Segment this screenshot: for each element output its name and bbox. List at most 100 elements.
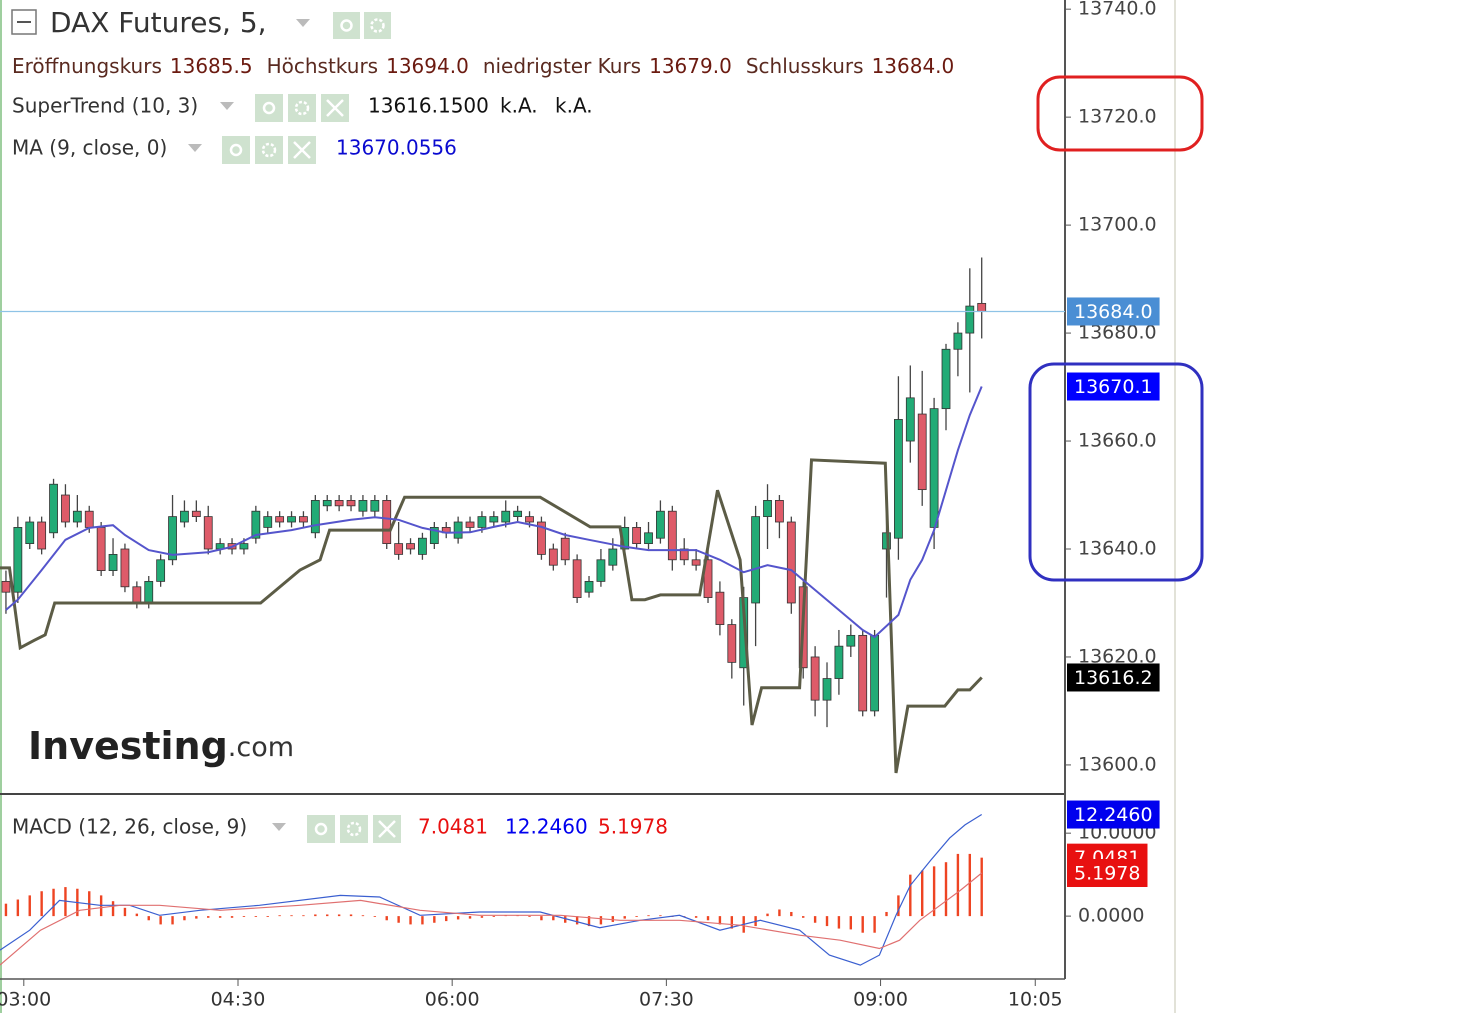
chart-title: DAX Futures, 5, bbox=[50, 6, 267, 39]
collapse-button[interactable] bbox=[11, 9, 37, 35]
candle-body bbox=[263, 516, 273, 528]
candle-body bbox=[656, 510, 665, 539]
histogram-bar bbox=[980, 857, 983, 917]
ohlc-value: 13685.5 bbox=[170, 54, 253, 78]
candle-body bbox=[72, 510, 82, 523]
candle-body bbox=[96, 527, 106, 571]
candle-body bbox=[334, 500, 344, 507]
candle-body bbox=[180, 510, 189, 523]
histogram-bar bbox=[28, 895, 31, 917]
icons[interactable] bbox=[307, 815, 401, 843]
macd-line bbox=[0, 872, 983, 966]
icons[interactable] bbox=[222, 136, 316, 164]
histogram-bar bbox=[944, 862, 948, 917]
histogram-bar bbox=[611, 916, 615, 922]
histogram-bar bbox=[123, 907, 127, 917]
candle-body bbox=[858, 634, 868, 712]
candle-body bbox=[156, 559, 166, 582]
dropdown[interactable] bbox=[272, 823, 286, 831]
histogram-bar bbox=[195, 916, 198, 919]
histogram-bar bbox=[349, 914, 353, 917]
indicator-value: 13670.0556 bbox=[336, 136, 457, 160]
histogram-bar bbox=[790, 911, 793, 917]
histogram-bar bbox=[456, 916, 460, 920]
candle-body bbox=[953, 332, 963, 350]
candle-body bbox=[453, 521, 463, 539]
watermark-suffix: .com bbox=[228, 732, 294, 763]
candle-body bbox=[25, 521, 35, 545]
candle-body bbox=[275, 516, 285, 523]
histogram-bar bbox=[147, 916, 150, 921]
histogram-bar bbox=[623, 916, 626, 919]
y-tick-label: 13680.0 bbox=[1078, 322, 1157, 344]
x-tick-label: 03:00 bbox=[0, 989, 51, 1011]
histogram-bar bbox=[564, 916, 567, 923]
icons[interactable] bbox=[333, 12, 391, 39]
histogram-bar bbox=[445, 916, 448, 922]
histogram-bar bbox=[766, 913, 769, 917]
dropdown[interactable] bbox=[188, 144, 202, 152]
y-tick-label: 13700.0 bbox=[1078, 214, 1157, 236]
histogram-bar bbox=[837, 916, 841, 929]
candle-body bbox=[489, 516, 499, 523]
y-tick-label: 13640.0 bbox=[1078, 538, 1157, 560]
candle-body bbox=[132, 586, 142, 604]
price-badge bbox=[1067, 859, 1148, 888]
candle-body bbox=[644, 532, 653, 545]
histogram-bar bbox=[932, 866, 936, 917]
ohlc-value: 13679.0 bbox=[649, 54, 732, 78]
candle-body bbox=[751, 516, 761, 604]
price-badge bbox=[1067, 372, 1160, 401]
ohlc-legend: Eröffnungskurs 13685.5 Höchstkurs 13694.0 ni… bbox=[12, 54, 954, 78]
dropdown[interactable] bbox=[296, 19, 310, 27]
x-tick-label: 09:00 bbox=[853, 989, 908, 1011]
histogram-bar bbox=[540, 916, 543, 921]
plot-area: 03:00 04:30 06:00 07:30 09:00 10:05 bbox=[0, 257, 1065, 1011]
dropdown[interactable] bbox=[220, 102, 234, 110]
indicator-line bbox=[0, 458, 983, 774]
histogram-bar bbox=[849, 916, 853, 930]
histogram-bar bbox=[218, 916, 222, 918]
icons[interactable] bbox=[255, 94, 349, 122]
histogram-bar bbox=[956, 853, 960, 917]
candle-body bbox=[429, 527, 439, 545]
candle-body bbox=[894, 419, 903, 539]
price-badge-label: 13670.1 bbox=[1074, 376, 1153, 398]
candle-body bbox=[501, 510, 511, 523]
histogram-bar bbox=[647, 915, 650, 917]
candle-body bbox=[287, 516, 296, 523]
histogram-bar bbox=[397, 916, 400, 923]
histogram-bar bbox=[337, 914, 341, 917]
candle-body bbox=[917, 413, 927, 491]
candle-body bbox=[977, 302, 987, 312]
histogram-bar bbox=[813, 916, 817, 923]
histogram-bar bbox=[242, 916, 246, 917]
price-badge-label: 13684.0 bbox=[1074, 301, 1153, 323]
indicator-name: SuperTrend (10, 3) bbox=[12, 94, 198, 118]
histogram-bar bbox=[480, 916, 484, 918]
candle-body bbox=[572, 559, 582, 598]
indicator-value: k.A. bbox=[500, 94, 538, 118]
candle-body bbox=[239, 543, 249, 550]
histogram-bar bbox=[587, 916, 591, 927]
candle-body bbox=[775, 500, 784, 523]
histogram-bar bbox=[409, 916, 412, 925]
watermark-main: Investing bbox=[28, 724, 228, 768]
candle-body bbox=[477, 516, 487, 528]
histogram-bar bbox=[266, 916, 269, 917]
histogram-bar bbox=[718, 916, 722, 925]
candle-body bbox=[191, 510, 201, 518]
histogram-bar bbox=[861, 916, 864, 933]
candle-body bbox=[667, 510, 677, 561]
histogram-bar bbox=[135, 913, 139, 917]
price-badge-label: 12.2460 bbox=[1074, 804, 1153, 826]
histogram-bar bbox=[421, 916, 424, 925]
x-tick-label: 07:30 bbox=[639, 989, 694, 1011]
histogram-bar bbox=[254, 916, 258, 917]
ohlc-name: niedrigster Kurs bbox=[483, 54, 641, 78]
watermark: Investing.com bbox=[28, 724, 294, 768]
y-tick-label: 13740.0 bbox=[1078, 0, 1157, 20]
histogram-bar bbox=[492, 916, 496, 917]
histogram-bar bbox=[885, 911, 888, 917]
